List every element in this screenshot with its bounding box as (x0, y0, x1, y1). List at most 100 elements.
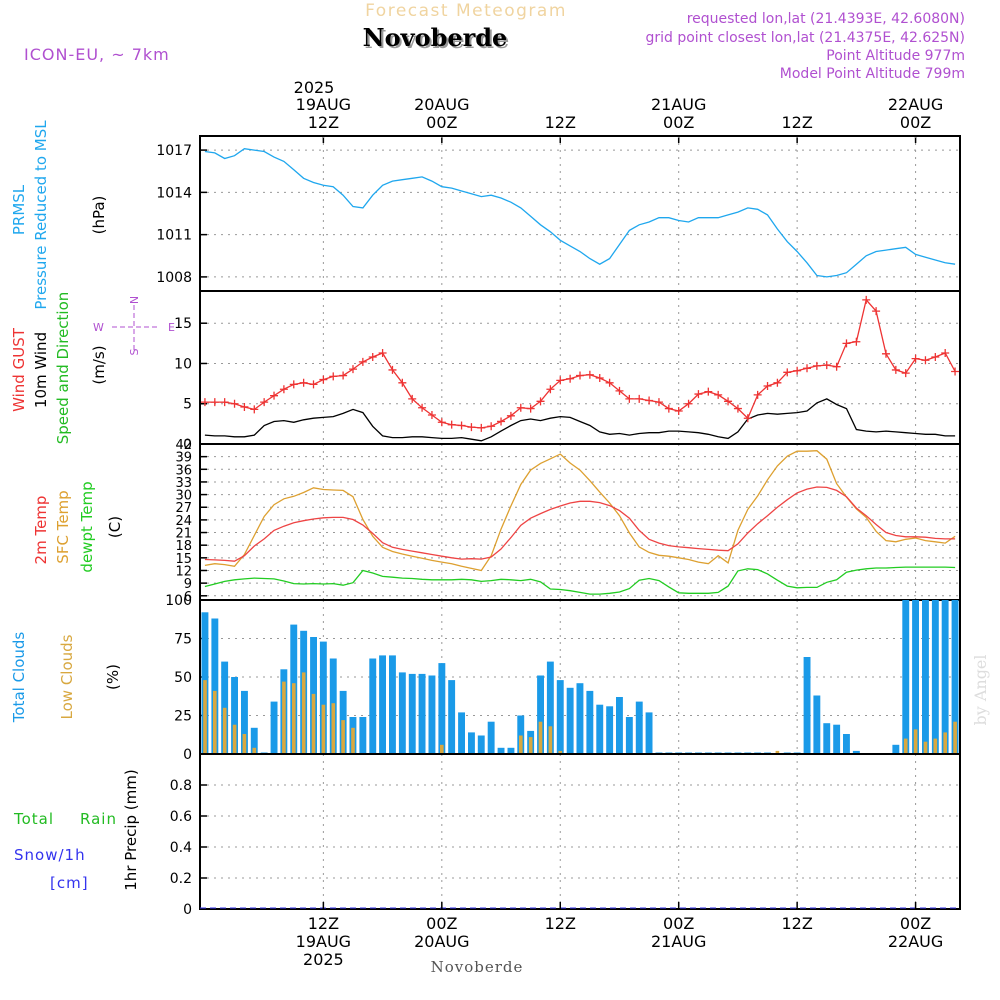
bottom-time-label: 12Z (545, 914, 576, 933)
gust-marker (299, 378, 308, 387)
gust-marker (348, 365, 357, 374)
gust-marker (773, 378, 782, 387)
compass-legend: N E S W (93, 296, 175, 356)
temp-label: 2m Temp (32, 496, 50, 565)
gust-marker (546, 385, 555, 394)
total-cloud-bar (517, 715, 525, 754)
pressure-label-msl: Pressure Reduced to MSL (32, 120, 50, 310)
total-cloud-bar (389, 655, 396, 754)
total-cloud-bar (438, 663, 446, 754)
total-cloud-bar (477, 735, 485, 754)
gust-marker (250, 405, 259, 414)
gust-marker (585, 370, 594, 379)
gust-marker (901, 369, 910, 378)
pressure-panel: 1008 1011 1014 1017 (156, 135, 961, 292)
total-cloud-bar (833, 724, 841, 754)
gust-marker (270, 391, 279, 400)
low-cloud-bar (321, 704, 326, 754)
pressure-unit: (hPa) (90, 196, 108, 235)
y-tick-label: 75 (174, 632, 192, 648)
gust-marker (230, 399, 239, 408)
gust-marker (467, 423, 476, 432)
footer-station: Novoberde (431, 958, 524, 976)
cloud-unit: (%) (104, 664, 122, 690)
bottom-time-label: 2025 (303, 950, 344, 969)
total-cloud-bar (803, 657, 811, 754)
gust-marker (220, 398, 229, 407)
gust-marker (872, 307, 881, 316)
y-tick-label: 36 (175, 463, 192, 478)
super-title: Forecast Meteogram (365, 1, 567, 21)
gust-marker (654, 398, 663, 407)
total-cloud-bar (813, 695, 821, 754)
total-cloud-bar (458, 712, 465, 754)
gust-marker (309, 380, 318, 389)
precip-panel: 0 0.2 0.4 0.6 0.8 (170, 753, 961, 918)
model-label: ICON-EU, ~ 7km (24, 45, 170, 64)
low-cloud-bar (953, 721, 957, 754)
y-tick-label: 15 (175, 552, 192, 567)
gust-marker (388, 365, 397, 374)
total-cloud-bar (487, 721, 495, 754)
gust-marker (526, 404, 535, 413)
cloud-panel: 0 25 50 75 100 (165, 593, 961, 763)
total-cloud-bar (231, 677, 238, 754)
low-clouds-label: Low Clouds (58, 634, 76, 719)
y-tick-label: 30 (175, 489, 192, 504)
low-cloud-bar (222, 707, 227, 754)
y-tick-label: 0.8 (170, 778, 192, 794)
gust-marker (536, 397, 545, 406)
gust-marker (921, 356, 930, 365)
total-cloud-bar (576, 683, 584, 754)
compass-south: S (128, 348, 141, 355)
top-time-label: 21AUG (651, 95, 706, 114)
gust-marker (556, 376, 565, 385)
y-tick-label: 5 (183, 397, 192, 413)
gust-marker (605, 378, 614, 387)
wind-label: 10m Wind (32, 332, 50, 408)
low-cloud-bar (558, 750, 563, 754)
top-time-label: 19AUG (296, 95, 351, 114)
total-cloud-bar (625, 717, 633, 754)
total-cloud-bar (546, 661, 554, 754)
gust-marker (891, 365, 900, 374)
total-cloud-bar (359, 717, 367, 754)
total-cloud-bar (635, 701, 643, 754)
y-tick-label: 1017 (156, 143, 192, 159)
gust-marker (487, 422, 496, 431)
temp-unit: (C) (106, 516, 124, 538)
total-cloud-bar (616, 697, 623, 754)
bottom-time-label: 00Z (663, 914, 694, 933)
gust-marker (506, 411, 515, 420)
low-cloud-bar (252, 747, 257, 754)
total-cloud-bar (250, 727, 258, 754)
gust-marker (289, 380, 298, 389)
gust-marker (457, 421, 466, 430)
model-altitude: Model Point Altitude 799m (780, 66, 965, 82)
gust-marker (566, 374, 575, 383)
y-tick-label: 25 (174, 709, 192, 725)
total-cloud-bar (428, 675, 436, 754)
total-cloud-bar (537, 675, 544, 754)
total-cloud-bar (606, 706, 614, 754)
top-time-label: 00Z (426, 113, 457, 132)
total-cloud-bar (556, 680, 564, 754)
total-clouds-label: Total Clouds (10, 632, 28, 724)
wind-direction-label: Speed and Direction (54, 292, 72, 445)
gust-marker (279, 385, 288, 394)
gust-marker (881, 349, 890, 358)
total-cloud-bar (468, 732, 475, 754)
gust-marker (447, 420, 456, 429)
top-time-label: 00Z (663, 113, 694, 132)
gust-marker (694, 390, 703, 399)
gust-marker (368, 353, 377, 362)
y-tick-label: 15 (174, 316, 192, 332)
station-title-front: Novoberde (363, 23, 508, 52)
gust-marker (911, 354, 920, 363)
low-cloud-bar (923, 741, 928, 754)
gust-marker (408, 394, 417, 403)
gust-marker (260, 398, 269, 407)
wind-panel: 0 5 10 15 (174, 290, 961, 453)
y-tick-label: 10 (174, 356, 192, 372)
